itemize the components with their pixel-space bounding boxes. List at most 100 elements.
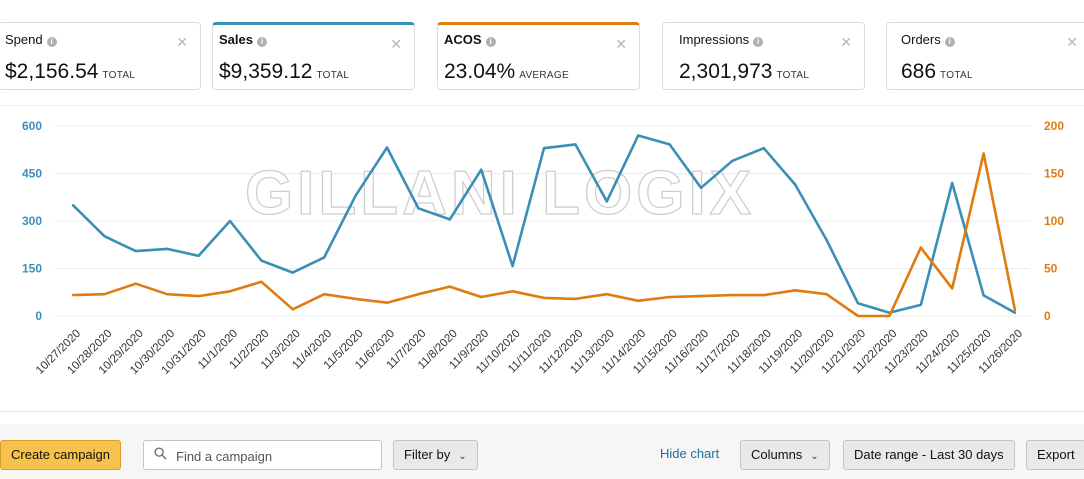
acos-data-point xyxy=(574,297,577,301)
acos-data-point xyxy=(605,292,608,296)
y-right-tick-label: 50 xyxy=(1044,262,1058,276)
create-campaign-button[interactable]: Create campaign xyxy=(0,440,121,470)
chevron-down-icon: ⌄ xyxy=(810,451,819,462)
sales-data-point xyxy=(825,238,828,242)
close-icon[interactable]: ✕ xyxy=(1066,34,1078,50)
sales-data-point xyxy=(480,168,483,171)
sales-data-point xyxy=(71,203,75,207)
close-icon[interactable]: ✕ xyxy=(176,34,188,50)
metric-label: Impressions i xyxy=(679,32,764,47)
acos-data-point xyxy=(385,301,389,304)
metric-suffix: AVERAGE xyxy=(519,70,569,81)
info-icon[interactable]: i xyxy=(256,37,267,47)
y-left-tick-label: 450 xyxy=(22,167,42,181)
acos-data-point xyxy=(260,280,263,283)
close-icon[interactable]: ✕ xyxy=(840,34,852,50)
campaign-search[interactable] xyxy=(143,440,382,470)
info-icon[interactable]: i xyxy=(46,37,57,47)
acos-data-point xyxy=(197,294,200,298)
acos-data-point xyxy=(668,295,671,299)
metric-card-orders[interactable]: Orders i ✕ 686 TOTAL xyxy=(886,22,1084,90)
acos-data-point xyxy=(480,295,483,299)
sales-data-point xyxy=(260,259,263,262)
metric-suffix: TOTAL xyxy=(316,70,350,81)
date-range-button[interactable]: Date range - Last 30 days xyxy=(843,440,1015,470)
y-left-tick-label: 600 xyxy=(22,119,42,133)
metric-card-acos[interactable]: ACOS i ✕ 23.04% AVERAGE xyxy=(437,22,640,90)
sales-data-point xyxy=(417,207,420,210)
metric-value: 23.04% AVERAGE xyxy=(444,60,569,83)
line-chart: GILLANI LOGIX 0 150 300 450 600 0 50 100 150 200… xyxy=(22,119,1064,377)
sales-data-point xyxy=(637,134,640,137)
sales-data-point xyxy=(731,159,734,163)
sales-data-point xyxy=(103,235,106,238)
y-right-tick-label: 200 xyxy=(1044,119,1064,133)
acos-data-point xyxy=(166,292,169,296)
filter-label: Filter by xyxy=(404,447,451,462)
sales-data-point xyxy=(228,219,232,223)
export-button[interactable]: Export xyxy=(1026,440,1084,470)
metric-cards: Spend i ✕ $2,156.54 TOTAL Sales i ✕ $9,359.… xyxy=(0,22,1084,92)
acos-data-point xyxy=(71,293,75,297)
date-range-label: Date range - Last 30 days xyxy=(854,447,1004,462)
sales-data-point xyxy=(919,303,922,307)
acos-data-point xyxy=(888,314,891,318)
hide-chart-link[interactable]: Hide chart xyxy=(660,446,720,461)
metric-card-spend[interactable]: Spend i ✕ $2,156.54 TOTAL xyxy=(0,22,201,90)
watermark-text: GILLANI LOGIX xyxy=(245,159,755,228)
acos-data-point xyxy=(228,290,232,293)
sales-data-point xyxy=(605,200,608,203)
acos-data-point xyxy=(825,292,828,296)
close-icon[interactable]: ✕ xyxy=(390,36,402,52)
metric-card-impressions[interactable]: Impressions i ✕ 2,301,973 TOTAL xyxy=(662,22,865,90)
sales-data-point xyxy=(166,247,169,251)
metric-value: 2,301,973 TOTAL xyxy=(679,60,810,83)
acos-data-point xyxy=(291,308,294,311)
filter-by-button[interactable]: Filter by ⌄ xyxy=(393,440,478,470)
columns-button[interactable]: Columns ⌄ xyxy=(740,440,830,470)
acos-data-point xyxy=(1013,309,1017,312)
acos-data-point xyxy=(134,282,137,285)
sales-data-point xyxy=(762,146,765,150)
search-input[interactable] xyxy=(174,445,378,467)
acos-data-point xyxy=(919,246,922,249)
sales-data-point xyxy=(1013,311,1017,315)
acos-data-point xyxy=(103,292,106,296)
metric-value: 686 TOTAL xyxy=(901,60,973,83)
metric-suffix: TOTAL xyxy=(940,70,973,81)
metric-value: $2,156.54 TOTAL xyxy=(5,60,136,83)
sales-data-point xyxy=(951,181,954,185)
acos-data-point xyxy=(794,289,797,292)
sales-data-point xyxy=(323,256,326,259)
acos-data-point xyxy=(323,292,326,296)
sales-data-point xyxy=(699,186,703,189)
metric-label: ACOS i xyxy=(444,32,496,47)
chart-area: GILLANI LOGIX 0 150 300 450 600 0 50 100 150 200… xyxy=(0,105,1084,412)
sales-data-point xyxy=(982,294,985,297)
sales-data-point xyxy=(668,143,671,146)
metric-label: Sales i xyxy=(219,32,267,47)
close-icon[interactable]: ✕ xyxy=(615,36,627,52)
acos-data-point xyxy=(354,297,357,301)
metric-suffix: TOTAL xyxy=(776,70,810,81)
sales-data-point xyxy=(794,183,797,186)
metric-label: Spend i xyxy=(5,32,57,47)
metric-card-sales[interactable]: Sales i ✕ $9,359.12 TOTAL xyxy=(212,22,415,90)
acos-data-point xyxy=(699,294,703,298)
acos-data-point xyxy=(448,285,451,288)
acos-data-point xyxy=(762,293,765,297)
columns-label: Columns xyxy=(751,447,803,462)
search-icon xyxy=(154,447,167,460)
acos-data-point xyxy=(542,296,546,300)
info-icon[interactable]: i xyxy=(944,37,955,47)
info-icon[interactable]: i xyxy=(753,37,764,47)
y-left-tick-label: 300 xyxy=(22,214,42,228)
info-icon[interactable]: i xyxy=(485,37,496,47)
acos-data-point xyxy=(982,152,985,155)
y-left-tick-label: 150 xyxy=(22,262,42,276)
campaign-toolbar: Create campaign Filter by ⌄ Hide chart Co… xyxy=(0,424,1084,479)
create-campaign-label: Create campaign xyxy=(11,447,110,462)
chevron-down-icon: ⌄ xyxy=(458,451,467,462)
metric-suffix: TOTAL xyxy=(102,70,136,81)
acos-data-point xyxy=(417,292,420,296)
